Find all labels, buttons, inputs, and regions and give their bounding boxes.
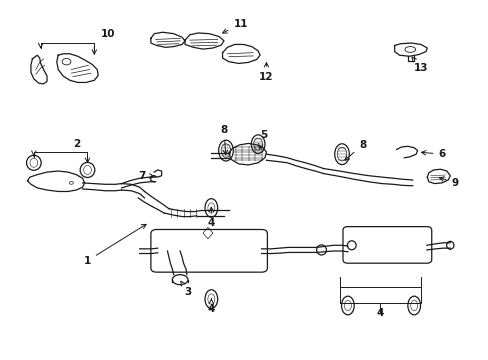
Text: 4: 4 — [207, 298, 215, 314]
Text: 12: 12 — [259, 63, 273, 82]
Text: 2: 2 — [73, 139, 80, 149]
Text: 13: 13 — [411, 57, 427, 73]
Text: 6: 6 — [421, 149, 445, 159]
Text: 8: 8 — [220, 125, 227, 155]
Text: 7: 7 — [138, 171, 154, 181]
Text: 9: 9 — [438, 177, 458, 188]
Text: 11: 11 — [222, 19, 247, 33]
Text: 4: 4 — [207, 207, 215, 228]
Text: 10: 10 — [101, 29, 115, 39]
Text: 4: 4 — [376, 308, 383, 318]
Text: 3: 3 — [181, 281, 192, 297]
Text: 1: 1 — [84, 224, 146, 266]
Text: 5: 5 — [258, 130, 267, 148]
Text: 8: 8 — [344, 140, 366, 160]
